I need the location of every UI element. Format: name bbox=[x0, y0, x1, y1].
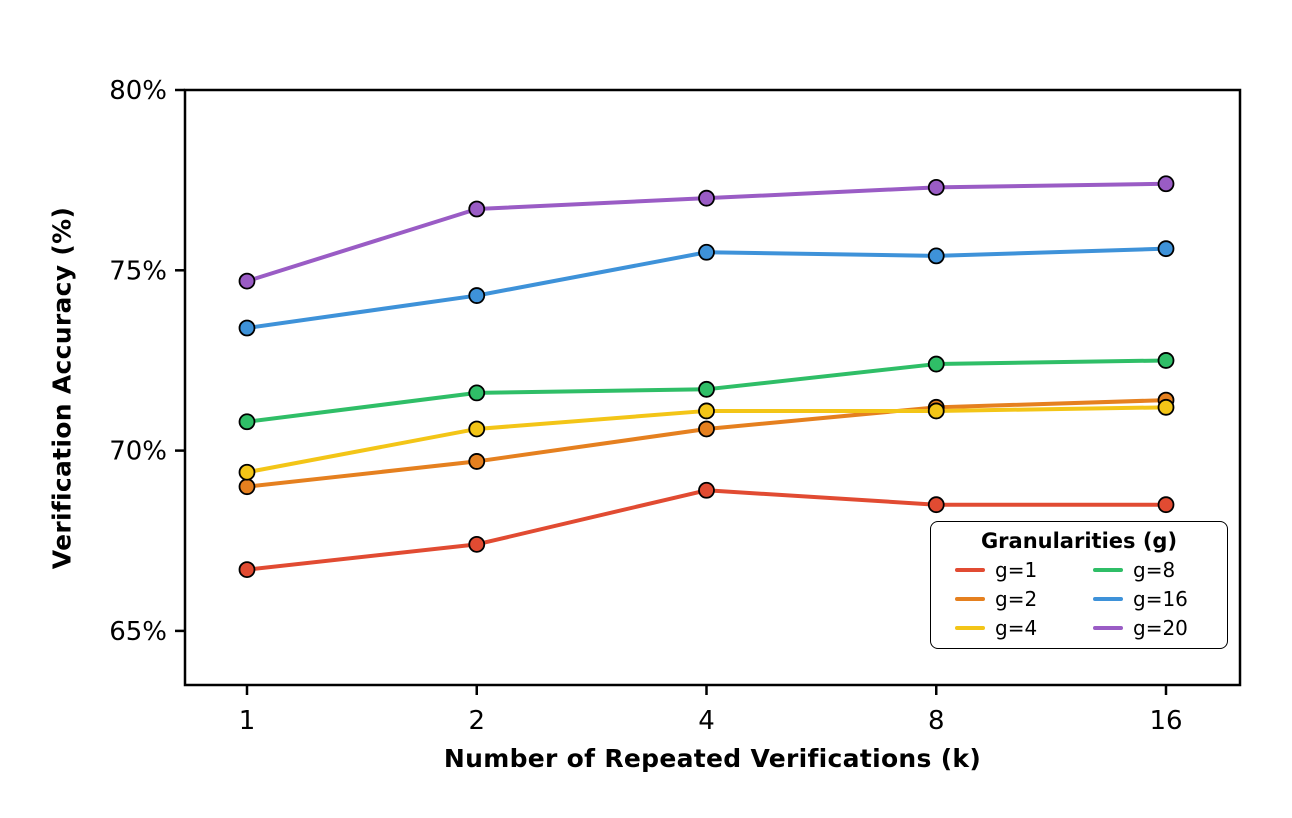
series-marker-g=20 bbox=[927, 178, 945, 196]
series-marker-g=4 bbox=[698, 402, 715, 420]
legend-label: g=4 bbox=[995, 616, 1038, 640]
y-tick-label: 80% bbox=[109, 76, 167, 106]
series-marker-g=8 bbox=[468, 384, 486, 402]
legend-label: g=8 bbox=[1133, 558, 1176, 582]
series-marker-g=4 bbox=[927, 402, 945, 420]
x-tick-label: 1 bbox=[239, 706, 256, 736]
series-marker-g=1 bbox=[698, 481, 715, 499]
y-axis-label: Verification Accuracy (%) bbox=[47, 206, 77, 570]
series-marker-g=1 bbox=[468, 535, 486, 553]
legend-swatch bbox=[1093, 597, 1123, 601]
legend-swatch bbox=[1093, 568, 1123, 572]
series-marker-g=20 bbox=[698, 189, 715, 207]
series-marker-g=16 bbox=[238, 319, 256, 337]
legend-grid: g=1 g=2 g=4 g=8 g=16 g=20 bbox=[945, 559, 1213, 639]
y-tick-label: 75% bbox=[109, 256, 167, 286]
legend-label: g=1 bbox=[995, 558, 1038, 582]
legend-item: g=1 bbox=[955, 559, 1075, 581]
legend-item: g=20 bbox=[1093, 617, 1213, 639]
legend-item: g=16 bbox=[1093, 588, 1213, 610]
legend: Granularities (g) g=1 g=2 g=4 g=8 g=16 bbox=[930, 521, 1228, 649]
series-marker-g=2 bbox=[238, 478, 256, 496]
series-marker-g=1 bbox=[1157, 496, 1175, 514]
series-marker-g=16 bbox=[1157, 240, 1175, 258]
series-marker-g=16 bbox=[468, 287, 486, 304]
series-marker-g=1 bbox=[927, 496, 945, 514]
series-marker-g=16 bbox=[927, 247, 945, 265]
x-tick-label: 4 bbox=[698, 706, 715, 736]
series-marker-g=4 bbox=[238, 463, 256, 481]
series-marker-g=4 bbox=[1157, 398, 1175, 416]
legend-item: g=4 bbox=[955, 617, 1075, 639]
series-marker-g=16 bbox=[698, 243, 715, 261]
series-marker-g=1 bbox=[238, 561, 256, 579]
legend-label: g=16 bbox=[1133, 587, 1188, 611]
legend-title: Granularities (g) bbox=[980, 529, 1178, 553]
legend-swatch bbox=[955, 597, 985, 601]
y-tick-label: 70% bbox=[109, 437, 167, 467]
x-tick-label: 8 bbox=[928, 706, 945, 736]
series-marker-g=8 bbox=[698, 380, 715, 398]
legend-swatch bbox=[1093, 626, 1123, 630]
series-marker-g=8 bbox=[238, 413, 256, 431]
y-tick-label: 65% bbox=[109, 617, 167, 647]
legend-item: g=2 bbox=[955, 588, 1075, 610]
x-tick-label: 16 bbox=[1149, 706, 1182, 736]
legend-label: g=20 bbox=[1133, 616, 1188, 640]
x-axis-label: Number of Repeated Verifications (k) bbox=[443, 744, 982, 773]
series-marker-g=8 bbox=[927, 355, 945, 373]
legend-swatch bbox=[955, 626, 985, 630]
series-marker-g=20 bbox=[1157, 175, 1175, 193]
legend-item: g=8 bbox=[1093, 559, 1213, 581]
series-marker-g=20 bbox=[468, 200, 486, 218]
series-marker-g=2 bbox=[698, 420, 715, 438]
series-marker-g=2 bbox=[468, 453, 486, 470]
series-marker-g=20 bbox=[238, 272, 256, 290]
x-tick-label: 2 bbox=[468, 706, 485, 736]
legend-swatch bbox=[955, 568, 985, 572]
legend-label: g=2 bbox=[995, 587, 1038, 611]
series-marker-g=8 bbox=[1157, 352, 1175, 369]
series-marker-g=4 bbox=[468, 420, 486, 438]
